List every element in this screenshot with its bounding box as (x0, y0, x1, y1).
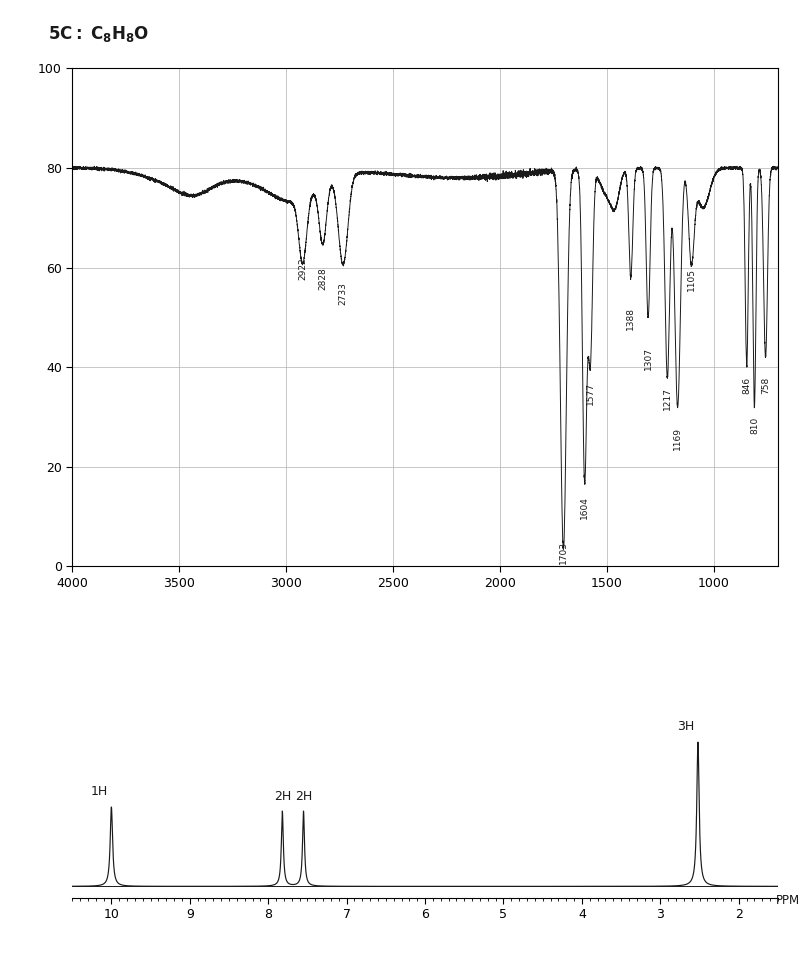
Text: 1307: 1307 (644, 347, 653, 370)
Text: 1H: 1H (91, 786, 108, 798)
Text: 2733: 2733 (338, 282, 347, 305)
Text: 1604: 1604 (580, 497, 589, 519)
Text: 1388: 1388 (626, 307, 635, 330)
Text: 1217: 1217 (663, 387, 672, 410)
Text: 1577: 1577 (586, 382, 595, 405)
Text: 1105: 1105 (687, 267, 696, 291)
Text: 846: 846 (742, 377, 751, 394)
Text: 2828: 2828 (318, 267, 327, 290)
Text: 2922: 2922 (298, 258, 307, 280)
Text: 810: 810 (750, 417, 759, 434)
Text: 2H: 2H (273, 790, 291, 802)
Text: 2H: 2H (295, 790, 312, 802)
Text: 1169: 1169 (673, 427, 683, 450)
Text: 3H: 3H (678, 720, 695, 733)
Text: $\bf{5C:\ C_8H_8O}$: $\bf{5C:\ C_8H_8O}$ (48, 24, 149, 44)
Text: 1703: 1703 (559, 542, 568, 564)
Text: 758: 758 (761, 377, 770, 394)
Text: PPM: PPM (776, 894, 800, 908)
